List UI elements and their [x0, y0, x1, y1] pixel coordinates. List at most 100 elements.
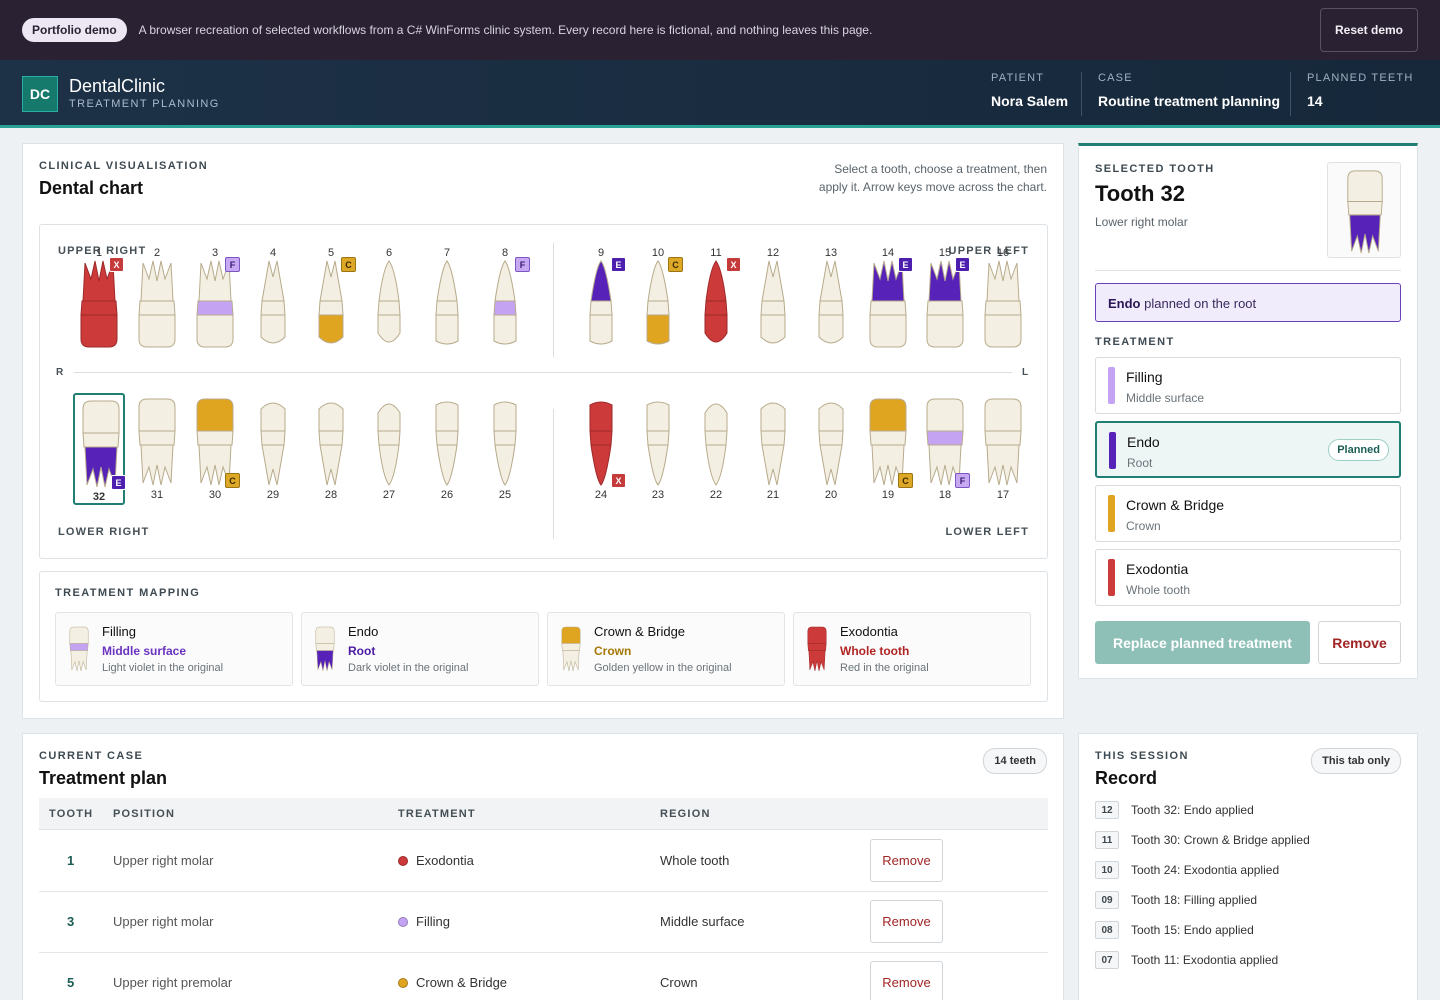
record-eyebrow: THIS SESSION — [1095, 750, 1189, 762]
tooth-13[interactable]: 13 — [805, 247, 857, 357]
tooth-25-icon — [493, 401, 517, 486]
tooth-26[interactable]: 26 — [421, 393, 473, 505]
mapping-name: Crown & Bridge — [594, 624, 686, 639]
tooth-14[interactable]: 14 E — [862, 247, 914, 357]
tooth-11[interactable]: 11 X — [690, 247, 742, 357]
row-remove-button[interactable]: Remove — [870, 900, 943, 943]
case-meta: CASE Routine treatment planning — [1098, 72, 1280, 109]
upper-left-label: UPPER LEFT — [948, 245, 1029, 257]
tooth-28[interactable]: 28 — [305, 393, 357, 505]
option-name: Crown & Bridge — [1126, 497, 1225, 513]
treatment-swatch — [1108, 367, 1115, 404]
tooth-number: 1 — [95, 247, 103, 259]
treatment-badge: C — [341, 257, 356, 272]
session-record-card: THIS SESSION Record This tab only 12 Toot… — [1078, 733, 1418, 1000]
tooth-2[interactable]: 2 — [131, 247, 183, 357]
lower-right-label: LOWER RIGHT — [58, 526, 150, 538]
mapping-filling: Filling Middle surface Light violet in the… — [55, 612, 293, 686]
tooth-27-icon — [377, 403, 401, 486]
tooth-27[interactable]: 27 — [363, 393, 415, 505]
reset-demo-button[interactable]: Reset demo — [1320, 8, 1418, 52]
chart-hint: Select a tooth, choose a treatment, then… — [818, 162, 1047, 194]
plan-count-badge: 14 teeth — [983, 748, 1047, 774]
tooth-6-icon — [377, 260, 401, 343]
patient-meta: PATIENT Nora Salem — [991, 72, 1068, 109]
tooth-21[interactable]: 21 — [747, 393, 799, 505]
tooth-23[interactable]: 23 — [632, 393, 684, 505]
table-row: 1 Upper right molar Exodontia Whole tooth Re… — [39, 831, 1048, 892]
record-number: 08 — [1095, 921, 1119, 939]
right-side-marker: R — [56, 367, 64, 378]
tooth-11-icon — [704, 260, 728, 343]
chart-eyebrow: CLINICAL VISUALISATION — [39, 160, 209, 172]
treatment-dot — [398, 978, 408, 988]
remove-treatment-button[interactable]: Remove — [1318, 621, 1401, 664]
plan-title: Treatment plan — [39, 768, 168, 788]
selected-tooth-icon — [1347, 170, 1383, 254]
tooth-20[interactable]: 20 — [805, 393, 857, 505]
tooth-16[interactable]: 16 — [977, 247, 1029, 357]
tooth-20-icon — [818, 402, 844, 486]
treatment-badge: X — [611, 473, 626, 488]
treatment-badge: F — [955, 473, 970, 488]
tooth-30[interactable]: 30 C — [189, 393, 241, 505]
record-item: 08 Tooth 15: Endo applied — [1095, 921, 1395, 939]
tooth-19[interactable]: 19 C — [862, 393, 914, 505]
mapping-region: Root — [348, 644, 376, 658]
tooth-29[interactable]: 29 — [247, 393, 299, 505]
record-text: Tooth 18: Filling applied — [1131, 893, 1258, 907]
treatment-badge: C — [225, 473, 240, 488]
tooth-number: 18 — [938, 489, 952, 501]
tooth-6[interactable]: 6 — [363, 247, 415, 357]
row-region: Middle surface — [660, 914, 745, 929]
row-treatment-cell: Filling — [398, 914, 450, 929]
tooth-7[interactable]: 7 — [421, 247, 473, 357]
treatment-badge: E — [898, 257, 913, 272]
row-remove-button[interactable]: Remove — [870, 961, 943, 1000]
treatment-option-exo[interactable]: Exodontia Whole tooth — [1095, 549, 1401, 606]
treatment-plan-card: CURRENT CASE Treatment plan 14 teeth TOO… — [22, 733, 1064, 1000]
tooth-25[interactable]: 25 — [479, 393, 531, 505]
option-region: Middle surface — [1126, 391, 1205, 405]
tooth-24[interactable]: 24 X — [575, 393, 627, 505]
tooth-2-icon — [138, 260, 176, 348]
occlusal-line — [74, 372, 1012, 373]
midline-upper — [553, 243, 554, 357]
tooth-10[interactable]: 10 C — [632, 247, 684, 357]
option-region: Root — [1127, 456, 1153, 470]
replace-treatment-button[interactable]: Replace planned treatment — [1095, 621, 1310, 664]
record-item: 10 Tooth 24: Exodontia applied — [1095, 861, 1395, 879]
dental-chart-card: CLINICAL VISUALISATION Dental chart Sele… — [22, 143, 1064, 719]
tooth-31[interactable]: 31 — [131, 393, 183, 505]
tooth-12[interactable]: 12 — [747, 247, 799, 357]
tooth-15[interactable]: 15 E — [919, 247, 971, 357]
treatment-option-endo[interactable]: Endo Root Planned — [1095, 421, 1401, 478]
col-treatment: TREATMENT — [398, 808, 476, 820]
tooth-number: 30 — [208, 489, 222, 501]
tooth-17[interactable]: 17 — [977, 393, 1029, 505]
filling-tooth-icon — [69, 626, 89, 672]
tooth-18[interactable]: 18 F — [919, 393, 971, 505]
tooth-number: 5 — [327, 247, 335, 259]
record-number: 12 — [1095, 801, 1119, 819]
tooth-22[interactable]: 22 — [690, 393, 742, 505]
treatment-swatch — [1109, 432, 1116, 469]
tooth-4[interactable]: 4 — [247, 247, 299, 357]
tooth-number: 9 — [597, 247, 605, 259]
mapping-region: Whole tooth — [840, 644, 910, 658]
tooth-7-icon — [435, 260, 459, 345]
tooth-26-icon — [435, 401, 459, 486]
treatment-option-filling[interactable]: Filling Middle surface — [1095, 357, 1401, 414]
tooth-32[interactable]: 32 E — [73, 393, 126, 505]
treatment-option-crown[interactable]: Crown & Bridge Crown — [1095, 485, 1401, 542]
tooth-number: 3 — [211, 247, 219, 259]
record-number: 07 — [1095, 951, 1119, 969]
row-remove-button[interactable]: Remove — [870, 839, 943, 882]
tooth-number: 25 — [498, 489, 512, 501]
app-header: DC DentalClinic TREATMENT PLANNING PATIE… — [0, 60, 1440, 128]
